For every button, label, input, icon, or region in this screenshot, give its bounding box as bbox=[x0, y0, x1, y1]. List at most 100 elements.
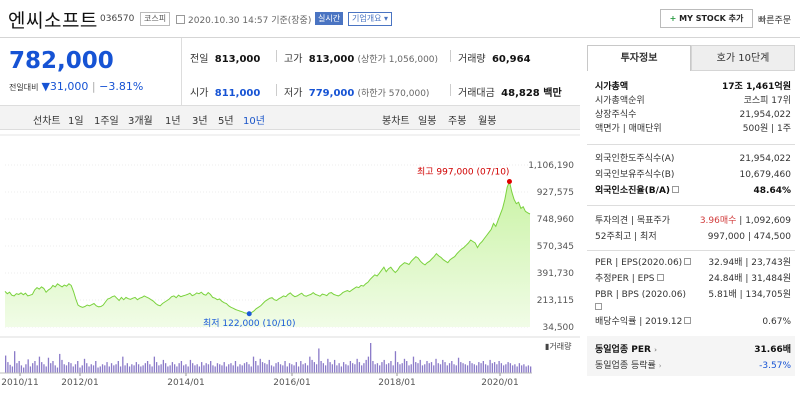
volume-bar bbox=[304, 363, 306, 373]
tab-orderbook-10[interactable]: 호가 10단계 bbox=[691, 45, 795, 71]
info-icon[interactable] bbox=[684, 317, 692, 324]
volume-bar bbox=[327, 358, 329, 373]
foreign-holding-label: 외국인보유주식수(B) bbox=[595, 170, 675, 180]
par-label: 액면가 | 매매단위 bbox=[595, 124, 662, 134]
realtime-badge[interactable]: 실시간 bbox=[315, 12, 344, 25]
tab-invest-info[interactable]: 투자정보 bbox=[587, 45, 691, 71]
low-price: 저가 779,000 (하한가 570,000) bbox=[284, 84, 429, 99]
volume-bar bbox=[160, 364, 162, 373]
volume-label: 거래량 bbox=[458, 54, 486, 65]
volume-bar bbox=[255, 361, 257, 373]
period-3y[interactable]: 3년 bbox=[192, 116, 208, 127]
y-tick-label: 927,575 bbox=[537, 188, 574, 198]
amount-value: 48,828 백만 bbox=[501, 88, 562, 99]
volume-bar bbox=[70, 363, 72, 373]
volume-bar bbox=[484, 364, 487, 373]
volume-bar bbox=[239, 364, 241, 373]
volume-bar bbox=[505, 364, 507, 373]
info-icon[interactable] bbox=[684, 258, 692, 265]
period-1y[interactable]: 1년 bbox=[165, 116, 181, 127]
upper-limit: (상한가 1,056,000) bbox=[357, 55, 439, 65]
sector-change-label: 동일업종 등락률 bbox=[595, 361, 656, 371]
add-mystock-button[interactable]: + MY STOCK 추가 bbox=[660, 9, 753, 28]
volume-bar bbox=[140, 366, 142, 373]
current-price-box: 782,000 전일대비 ▼31,000 | −3.81% bbox=[0, 38, 182, 106]
volume-bar bbox=[279, 364, 282, 373]
fast-order-link[interactable]: 빠른주문 bbox=[758, 16, 792, 26]
foreign-holding-row: 외국인보유주식수(B) 10,679,460 bbox=[595, 169, 791, 182]
x-tick-label: 2010/11 bbox=[1, 378, 38, 388]
volume-bar bbox=[439, 364, 442, 373]
volume-bar bbox=[205, 363, 207, 373]
volume-bar bbox=[516, 366, 518, 373]
volume-bar bbox=[192, 363, 194, 373]
period-3m[interactable]: 3개월 bbox=[128, 116, 153, 127]
volume-bar bbox=[128, 366, 131, 373]
amount-label: 거래대금 bbox=[458, 88, 495, 99]
par-value: 500원 | 1주 bbox=[742, 124, 791, 134]
volume-bar bbox=[234, 361, 237, 373]
volume-bar bbox=[23, 367, 25, 373]
volume-bar bbox=[498, 361, 500, 373]
volume-bar bbox=[52, 361, 54, 373]
price-area bbox=[5, 181, 530, 327]
period-5y[interactable]: 5년 bbox=[218, 116, 234, 127]
calendar-icon bbox=[176, 15, 185, 24]
dividend-value: 0.67% bbox=[762, 317, 791, 327]
volume-bar bbox=[444, 362, 446, 373]
volume-bar bbox=[180, 361, 183, 373]
volume-bar bbox=[32, 363, 34, 373]
volume-bar bbox=[47, 357, 50, 373]
period-1d[interactable]: 1일 bbox=[68, 116, 84, 127]
chart-toolbar: 선차트 1일 1주일 3개월 1년 3년 5년 10년 봉차트 일봉 주봉 월봉 bbox=[0, 106, 580, 130]
volume-bar bbox=[311, 359, 313, 373]
foreign-ratio-row: 외국인소진율(B/A) 48.64% bbox=[595, 185, 791, 198]
volume-bar bbox=[306, 365, 309, 373]
volume-bar bbox=[117, 361, 119, 373]
volume-bar bbox=[196, 364, 198, 373]
volume-bar bbox=[173, 364, 176, 373]
price-chart[interactable]: 1,106,190 927,575 748,960 570,345 391,730 213… bbox=[0, 130, 580, 407]
volume-bar bbox=[11, 366, 14, 373]
volume-value: 60,964 bbox=[491, 54, 531, 65]
volume-bar bbox=[74, 364, 77, 373]
volume-bar bbox=[475, 365, 478, 373]
volume-bar bbox=[146, 361, 149, 373]
company-overview-dropdown[interactable]: 기업개요 ▾ bbox=[348, 12, 393, 26]
per-value: 32.94배 | 23,743원 bbox=[708, 258, 791, 268]
y-tick-label: 1,106,190 bbox=[528, 161, 574, 171]
candle-weekly[interactable]: 주봉 bbox=[448, 116, 467, 127]
volume-bar bbox=[185, 364, 187, 373]
volume-bar bbox=[313, 362, 315, 373]
volume-bar bbox=[203, 365, 205, 373]
volume-bar bbox=[90, 364, 92, 373]
candle-daily[interactable]: 일봉 bbox=[418, 116, 437, 127]
info-icon[interactable] bbox=[656, 274, 664, 281]
est-per-row: 추정PER | EPS 24.84배 | 31,484원 bbox=[595, 273, 791, 286]
volume-bar bbox=[18, 361, 20, 373]
dividend-label: 배당수익률 | 2019.12 bbox=[595, 317, 683, 327]
add-mystock-label: MY STOCK 추가 bbox=[679, 14, 744, 23]
market-cap-rank-row: 시가총액순위 코스피 17위 bbox=[595, 95, 791, 108]
candle-monthly[interactable]: 월봉 bbox=[478, 116, 497, 127]
plus-icon: + bbox=[669, 14, 677, 23]
52week-value: 997,000 | 474,500 bbox=[707, 232, 791, 242]
low-point bbox=[246, 311, 252, 317]
price-line bbox=[4, 179, 531, 315]
info-icon[interactable] bbox=[672, 186, 680, 193]
volume-bar bbox=[153, 356, 156, 373]
period-1w[interactable]: 1주일 bbox=[94, 116, 119, 127]
volume-bar bbox=[383, 359, 385, 373]
info-icon[interactable] bbox=[595, 303, 602, 310]
volume-bar bbox=[297, 366, 300, 373]
target-price: | 1,092,609 bbox=[736, 216, 791, 226]
volume-bar bbox=[151, 366, 153, 373]
volume-bar bbox=[45, 366, 47, 373]
volume-bar bbox=[367, 356, 370, 373]
period-10y[interactable]: 10년 bbox=[243, 116, 265, 127]
volume-bar bbox=[430, 362, 433, 373]
pbr-info-row bbox=[595, 302, 791, 315]
dividend-row: 배당수익률 | 2019.12 0.67% bbox=[595, 316, 791, 329]
volume-bar bbox=[288, 363, 291, 373]
y-tick-label: 34,500 bbox=[543, 323, 575, 333]
